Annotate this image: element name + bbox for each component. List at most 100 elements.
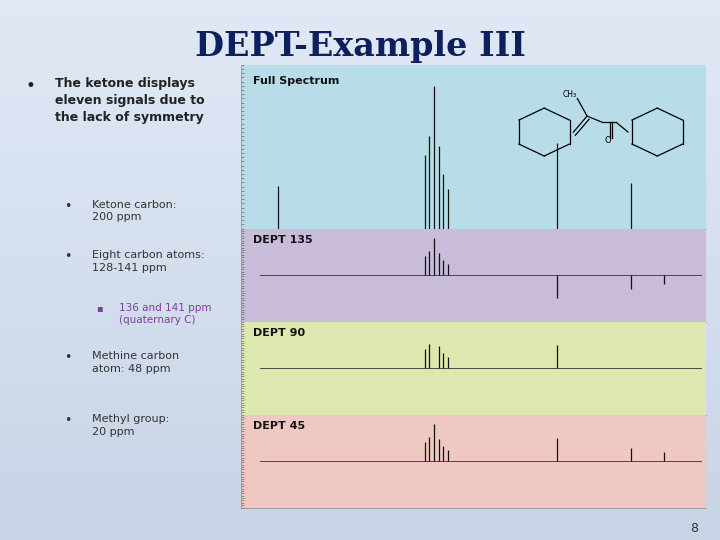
Bar bbox=[0, 421, 720, 427]
Bar bbox=[0, 0, 720, 5]
Bar bbox=[0, 243, 720, 248]
Bar bbox=[0, 410, 720, 416]
Bar bbox=[0, 108, 720, 113]
Text: DEPT 135: DEPT 135 bbox=[253, 235, 312, 245]
Bar bbox=[0, 432, 720, 437]
Bar bbox=[0, 275, 720, 281]
Bar bbox=[0, 400, 720, 405]
Bar bbox=[0, 216, 720, 221]
Bar bbox=[0, 346, 720, 351]
Bar bbox=[0, 367, 720, 373]
Bar bbox=[0, 491, 720, 497]
Bar bbox=[0, 27, 720, 32]
Bar bbox=[0, 151, 720, 157]
Bar bbox=[0, 378, 720, 383]
Text: 8: 8 bbox=[690, 522, 698, 535]
Bar bbox=[0, 238, 720, 243]
Bar bbox=[0, 167, 720, 173]
Bar bbox=[0, 248, 720, 254]
Bar bbox=[0, 194, 720, 200]
Bar bbox=[0, 259, 720, 265]
Bar bbox=[0, 43, 720, 49]
Bar bbox=[0, 97, 720, 103]
Bar bbox=[0, 221, 720, 227]
Text: CH₃: CH₃ bbox=[562, 90, 577, 99]
Bar bbox=[0, 65, 720, 70]
Text: Ketone carbon:
200 ppm: Ketone carbon: 200 ppm bbox=[91, 200, 176, 222]
Bar bbox=[0, 324, 720, 329]
Bar bbox=[0, 481, 720, 486]
Bar bbox=[0, 475, 720, 481]
Bar bbox=[0, 459, 720, 464]
Bar bbox=[0, 405, 720, 410]
Bar bbox=[0, 140, 720, 146]
Text: •: • bbox=[26, 77, 35, 96]
Bar bbox=[0, 513, 720, 518]
Bar bbox=[0, 92, 720, 97]
Bar bbox=[0, 362, 720, 367]
Bar bbox=[0, 38, 720, 43]
Bar bbox=[0, 356, 720, 362]
Bar bbox=[0, 119, 720, 124]
Bar bbox=[0, 486, 720, 491]
Bar bbox=[0, 59, 720, 65]
Bar bbox=[0, 313, 720, 319]
Bar bbox=[0, 292, 720, 297]
Bar bbox=[0, 103, 720, 108]
Bar bbox=[0, 5, 720, 11]
Text: ▪: ▪ bbox=[96, 303, 103, 313]
Bar bbox=[0, 254, 720, 259]
Bar bbox=[0, 437, 720, 443]
Bar bbox=[0, 178, 720, 184]
Bar bbox=[0, 281, 720, 286]
Bar bbox=[0, 205, 720, 211]
Text: •: • bbox=[64, 200, 72, 213]
Text: DEPT-Example III: DEPT-Example III bbox=[194, 30, 526, 63]
Bar bbox=[0, 270, 720, 275]
Bar bbox=[0, 529, 720, 535]
Bar bbox=[0, 448, 720, 454]
Bar bbox=[0, 373, 720, 378]
Bar bbox=[0, 535, 720, 540]
Bar bbox=[0, 502, 720, 508]
Text: O: O bbox=[604, 136, 611, 145]
Bar bbox=[0, 130, 720, 135]
Bar bbox=[0, 189, 720, 194]
Bar bbox=[0, 464, 720, 470]
Bar bbox=[0, 383, 720, 389]
Bar bbox=[0, 351, 720, 356]
Bar bbox=[0, 286, 720, 292]
Text: 136 and 141 ppm
(quaternary C): 136 and 141 ppm (quaternary C) bbox=[119, 303, 211, 325]
Bar bbox=[0, 54, 720, 59]
Bar bbox=[0, 76, 720, 81]
Bar bbox=[0, 454, 720, 459]
Text: DEPT 45: DEPT 45 bbox=[253, 421, 305, 431]
Bar bbox=[0, 81, 720, 86]
Bar bbox=[0, 524, 720, 529]
Text: Eight carbon atoms:
128-141 ppm: Eight carbon atoms: 128-141 ppm bbox=[91, 250, 204, 273]
Bar bbox=[0, 232, 720, 238]
Text: Full Spectrum: Full Spectrum bbox=[253, 76, 339, 86]
Bar bbox=[0, 162, 720, 167]
Bar bbox=[0, 49, 720, 54]
Bar bbox=[0, 508, 720, 513]
Bar bbox=[0, 443, 720, 448]
Bar bbox=[0, 389, 720, 394]
Bar bbox=[0, 22, 720, 27]
Text: The ketone displays
eleven signals due to
the lack of symmetry: The ketone displays eleven signals due t… bbox=[55, 77, 205, 124]
Bar bbox=[0, 319, 720, 324]
Bar bbox=[0, 32, 720, 38]
Bar bbox=[0, 16, 720, 22]
Bar bbox=[0, 227, 720, 232]
Bar bbox=[0, 518, 720, 524]
Bar bbox=[0, 157, 720, 162]
Bar bbox=[0, 200, 720, 205]
Bar bbox=[0, 340, 720, 346]
Text: Methyl group:
20 ppm: Methyl group: 20 ppm bbox=[91, 414, 168, 437]
Bar bbox=[0, 416, 720, 421]
Text: •: • bbox=[64, 250, 72, 263]
Bar bbox=[0, 146, 720, 151]
Bar bbox=[0, 394, 720, 400]
Bar bbox=[0, 184, 720, 189]
Bar bbox=[0, 211, 720, 216]
